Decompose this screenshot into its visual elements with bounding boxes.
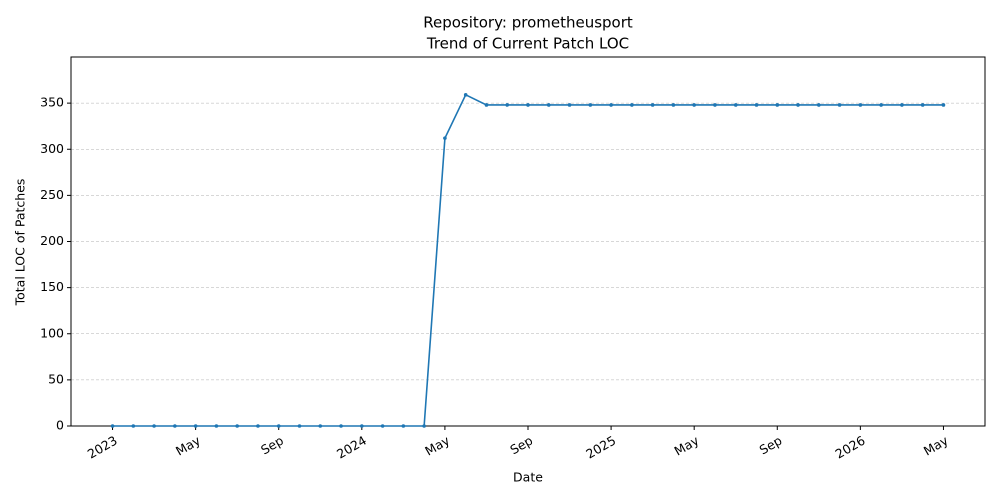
data-point: [920, 103, 925, 107]
x-tick-label: May: [921, 432, 951, 458]
data-point: [152, 424, 156, 428]
data-point: [858, 103, 863, 107]
x-tick-label: Sep: [507, 433, 535, 458]
data-point: [256, 424, 260, 428]
y-axis-label: Total LOC of Patches: [13, 179, 28, 307]
y-tick-label: 200: [40, 233, 64, 248]
x-tick-label: May: [422, 432, 452, 458]
data-point: [817, 103, 821, 107]
data-point: [671, 103, 676, 107]
data-point: [360, 424, 364, 428]
data-point: [879, 103, 883, 107]
data-point: [775, 103, 780, 107]
data-point: [900, 103, 904, 107]
y-tick-label: 50: [48, 371, 64, 386]
data-point: [401, 424, 406, 428]
data-point: [713, 103, 717, 107]
data-point: [588, 103, 593, 107]
plot-frame: [70, 56, 986, 427]
x-tick-label: 2025: [583, 433, 618, 462]
x-tick-label: May: [173, 432, 203, 458]
y-tick-label: 350: [40, 95, 64, 110]
data-point: [754, 103, 759, 107]
data-point: [443, 136, 447, 140]
data-point: [173, 424, 177, 428]
data-point: [650, 103, 655, 107]
x-tick-label: 2024: [334, 433, 369, 462]
x-tick-label: Sep: [757, 433, 785, 458]
y-tick-label: 300: [40, 141, 64, 156]
x-tick-label: 2026: [833, 433, 868, 462]
x-tick-label: May: [672, 432, 702, 458]
chart-subtitle: Trend of Current Patch LOC: [426, 35, 629, 53]
data-point: [380, 424, 385, 428]
data-point: [941, 103, 946, 107]
data-point: [422, 424, 426, 428]
data-point: [214, 424, 219, 428]
y-tick-label: 0: [56, 418, 64, 433]
y-tick-label: 250: [40, 187, 64, 202]
data-point: [630, 103, 634, 107]
data-point: [733, 103, 738, 107]
data-point: [484, 103, 489, 107]
data-point: [318, 424, 323, 428]
data-point: [131, 424, 136, 428]
data-point: [526, 103, 530, 107]
chart-title: Repository: prometheusport: [423, 14, 633, 32]
data-point: [546, 103, 551, 107]
data-point: [505, 103, 510, 107]
data-point: [339, 424, 343, 428]
y-tick-label: 100: [40, 325, 64, 340]
y-tick-label: 150: [40, 279, 64, 294]
data-point: [609, 103, 613, 107]
data-point: [796, 103, 800, 107]
data-point: [110, 424, 115, 428]
x-tick-label: Sep: [258, 433, 286, 458]
data-point: [837, 103, 842, 107]
data-point: [235, 424, 239, 428]
x-axis-label: Date: [513, 470, 543, 485]
data-point: [463, 93, 468, 97]
data-point: [193, 424, 198, 428]
x-tick-label: 2023: [85, 433, 120, 462]
data-point: [276, 424, 281, 428]
data-point: [297, 424, 302, 428]
data-point: [567, 103, 572, 107]
data-line: [112, 93, 944, 427]
data-point: [692, 103, 696, 107]
